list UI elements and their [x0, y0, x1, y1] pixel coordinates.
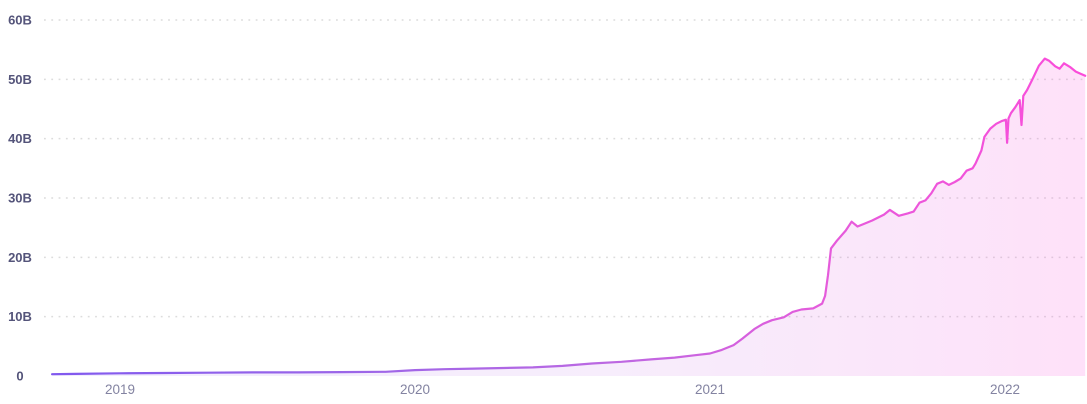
x-tick-label: 2020	[400, 382, 430, 397]
series-line	[51, 57, 1087, 376]
y-tick-label: 40B	[8, 131, 32, 146]
y-tick-label: 10B	[8, 309, 32, 324]
x-tick-label: 2022	[990, 382, 1020, 397]
series-area	[52, 58, 1086, 376]
y-tick-label: 50B	[8, 72, 32, 87]
y-tick-label: 30B	[8, 191, 32, 206]
x-axis-labels: 2019 2020 2021 2022	[105, 382, 1020, 397]
y-tick-label: 20B	[8, 250, 32, 265]
x-tick-label: 2021	[695, 382, 725, 397]
x-tick-label: 2019	[105, 382, 135, 397]
y-tick-label: 0	[16, 369, 23, 384]
y-axis-labels: 60B 50B 40B 30B 20B 10B 0	[8, 13, 32, 384]
y-tick-label: 60B	[8, 13, 32, 28]
